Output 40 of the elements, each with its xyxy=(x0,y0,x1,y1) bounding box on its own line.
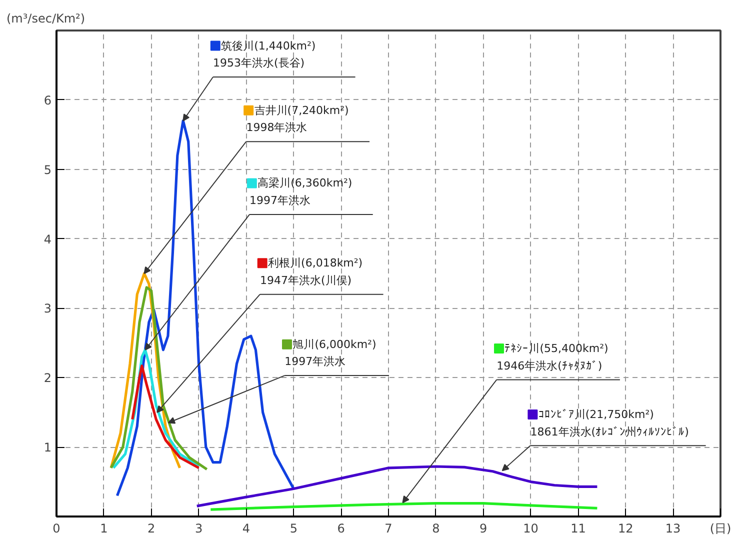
legend-label: ｺﾛﾝﾋﾞｱ川(21,750km²) xyxy=(538,408,654,421)
legend-label: 筑後川(1,440km²) xyxy=(221,39,316,52)
x-tick-label: 13 xyxy=(665,522,681,536)
x-tick-label: 12 xyxy=(618,522,634,536)
y-tick-label: 6 xyxy=(44,93,52,108)
legend-label: 高梁川(6,360km²) xyxy=(258,176,352,190)
annotation: 1997年洪水 xyxy=(250,194,311,208)
annotation: 1947年洪水(川俣) xyxy=(260,274,352,287)
legend-label: 旭川(6,000km²) xyxy=(292,338,376,351)
x-tick-label: 11 xyxy=(570,522,586,536)
y-tick-label: 5 xyxy=(44,162,52,177)
x-tick-label: 1 xyxy=(100,522,108,536)
x-tick-label: 6 xyxy=(337,522,345,536)
legend-label: ﾃﾈｼｰ川(55,400km²) xyxy=(504,342,608,355)
x-tick-label: 7 xyxy=(384,522,392,536)
x-tick-label: 9 xyxy=(480,522,488,536)
y-tick-label: 4 xyxy=(44,232,52,246)
annotation: 1861年洪水(ｵﾚｺﾞﾝ州ｳｨﾙｿﾝﾋﾞﾙ) xyxy=(530,425,689,438)
y-tick-label: 1 xyxy=(44,440,52,455)
x-tick-label: 3 xyxy=(194,522,203,536)
y-axis-title: (m³/sec/Km²) xyxy=(6,12,86,26)
x-tick-label: 0 xyxy=(52,522,60,536)
line-series xyxy=(110,286,208,471)
legend-label: 利根川(6,018km²) xyxy=(268,256,363,270)
y-tick-label: 3 xyxy=(44,302,52,316)
legend-label: 吉井川(7,240km²) xyxy=(254,104,349,117)
annotation: 1997年洪水 xyxy=(284,355,346,368)
line-series xyxy=(196,465,598,508)
x-tick-label: 2 xyxy=(148,522,156,536)
x-tick-label: (日) xyxy=(710,522,732,536)
x-tick-label: 8 xyxy=(432,522,440,536)
x-tick-label: 4 xyxy=(242,522,250,536)
x-tick-label: 5 xyxy=(290,522,298,536)
x-tick-label: 10 xyxy=(523,522,538,536)
line-series xyxy=(209,502,598,511)
y-tick-label: 2 xyxy=(44,371,52,386)
annotation: 1998年洪水 xyxy=(246,121,308,134)
annotation: 1946年洪水(ﾁｬﾀﾇｶﾞ) xyxy=(496,359,602,372)
line-series xyxy=(131,364,200,470)
annotation: 1953年洪水(長谷) xyxy=(213,56,305,70)
